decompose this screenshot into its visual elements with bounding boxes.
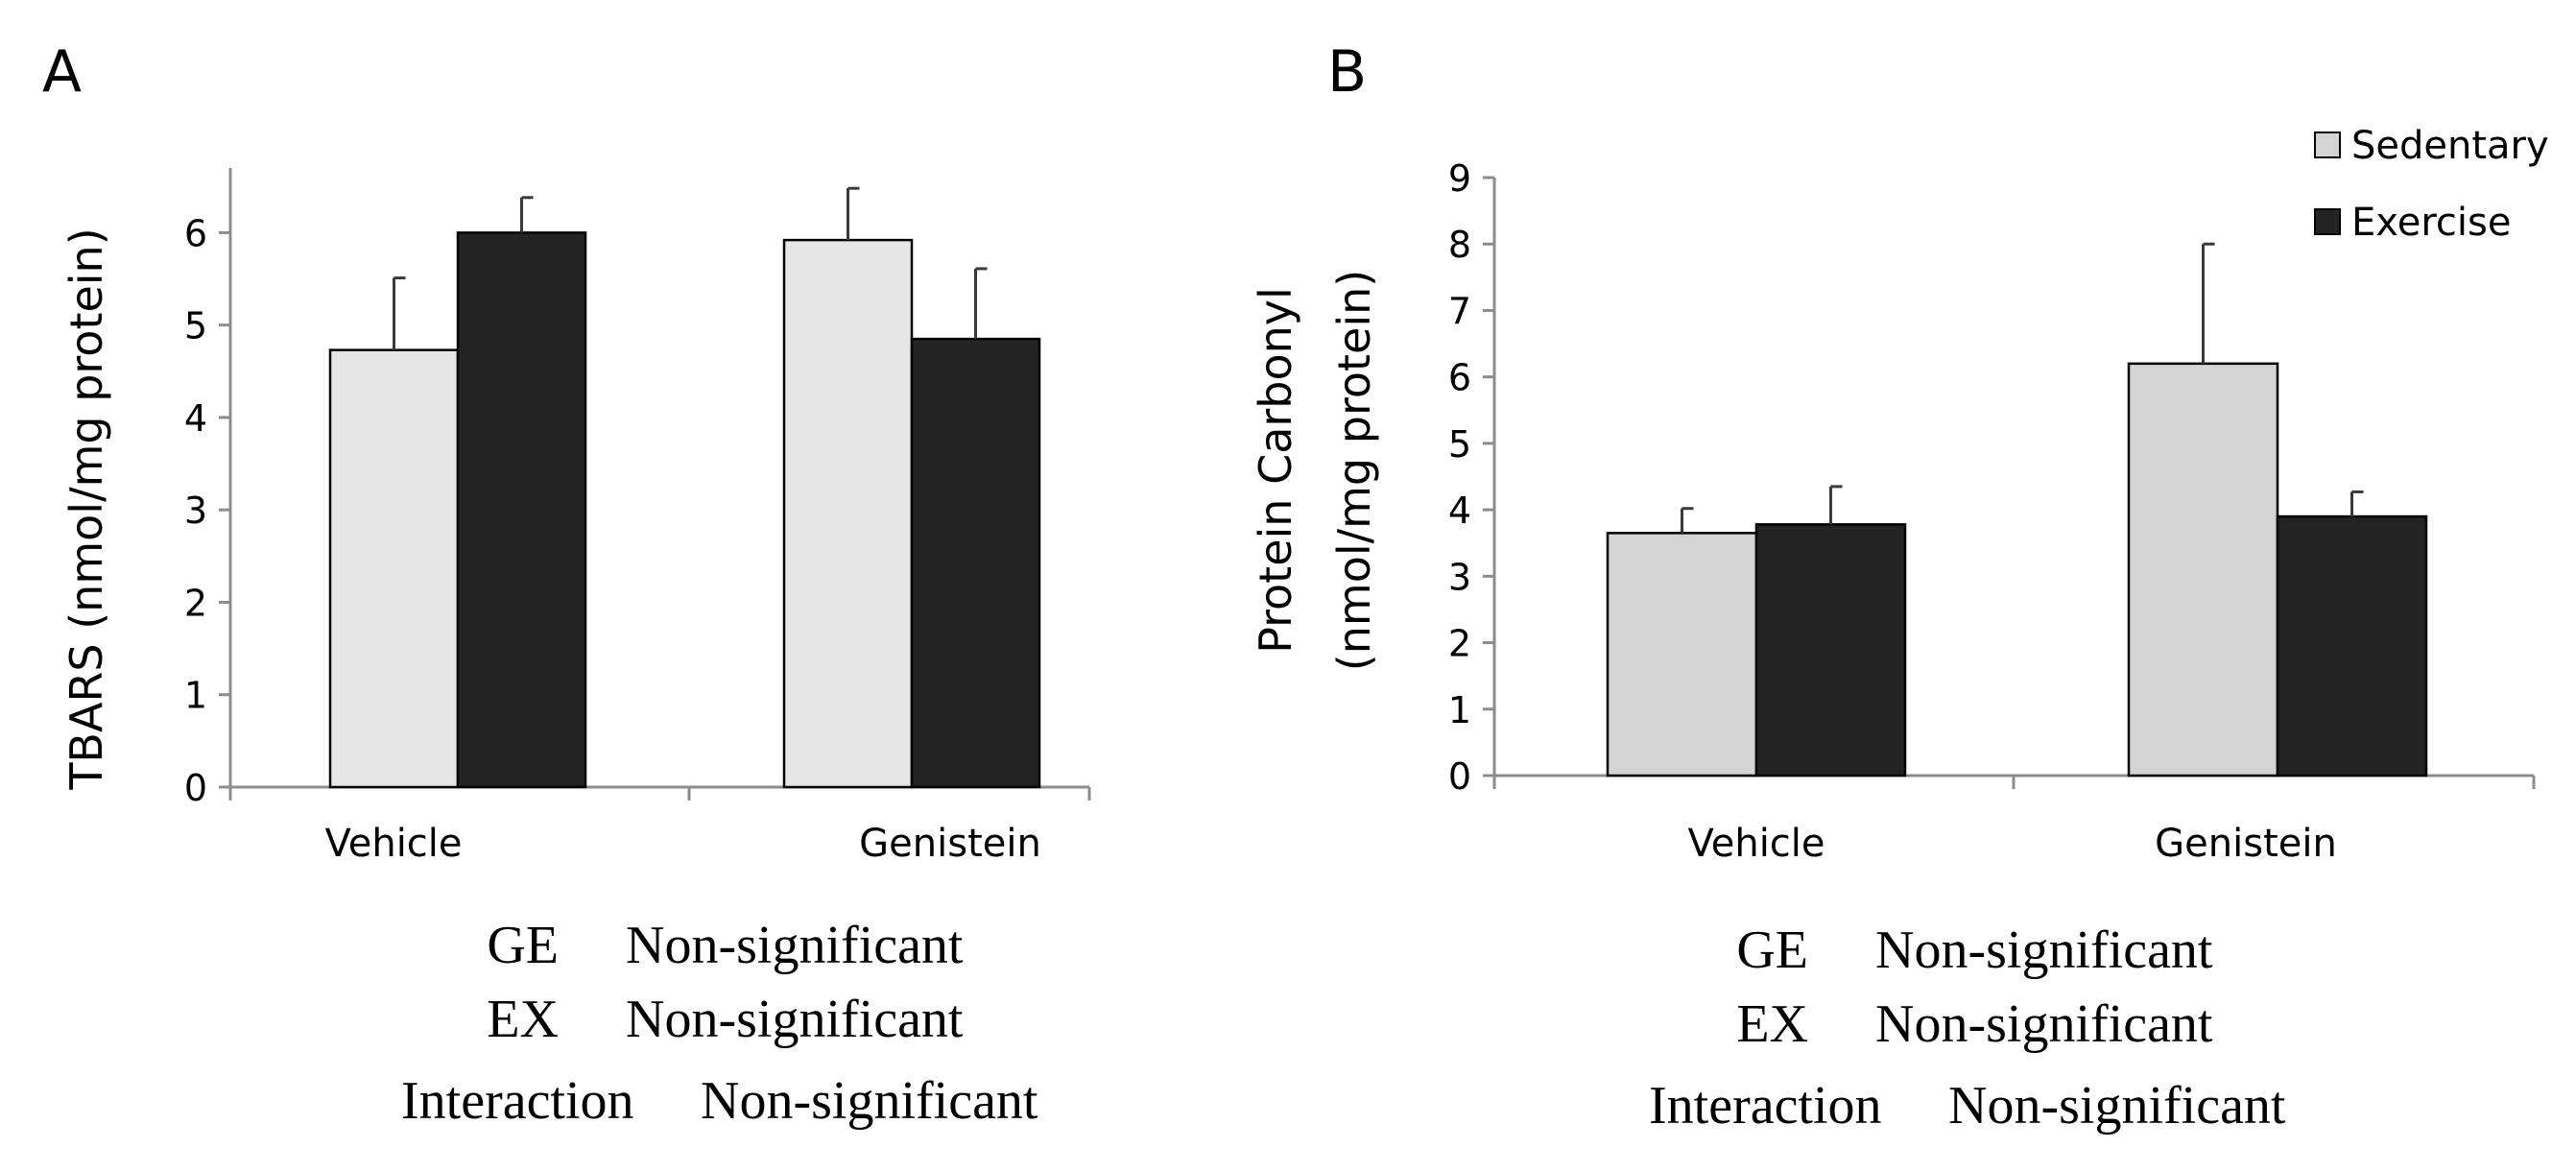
panel-b-y-ticks: 0 1 2 3 4 5 6 7 8 9: [1448, 157, 1494, 798]
panel-a-bar-sedentary-vehicle: [328, 348, 460, 789]
panel-b-category-label-genistein: Genistein: [2155, 822, 2337, 866]
panel-b-y-axis-label-line1: Protein Carbonyl: [1250, 287, 1301, 654]
panel-a-stat-interaction-value: Non-significant: [701, 1071, 1038, 1131]
panel-b-bar-exercise-genistein: [2276, 514, 2428, 777]
panel-b-stat-ge-value: Non-significant: [1875, 921, 2213, 980]
panel-a-ytick-label-4: 4: [184, 397, 207, 440]
panel-b-stat-ge-label: GE: [1736, 921, 1808, 980]
panel-b-y-axis-label-line2: (nmol/mg protein): [1328, 270, 1380, 671]
panel-b-ytick-label-1: 1: [1448, 689, 1471, 731]
panel-a: A TBARS (nmol/mg protein) 0 1 2 3 4 5 6 Vehicl…: [42, 38, 1091, 1131]
panel-b-ytick-label-6: 6: [1448, 357, 1471, 399]
panel-a-stat-ge-label: GE: [487, 916, 559, 975]
panel-a-label: A: [42, 38, 82, 106]
panel-b-stat-ex-value: Non-significant: [1875, 994, 2213, 1054]
panel-a-x-ticks: Vehicle Genistein: [228, 787, 1091, 866]
panel-a-bars: [328, 231, 1041, 789]
panel-a-ytick-label-6: 6: [184, 212, 207, 254]
panel-a-ytick-label-2: 2: [184, 582, 207, 624]
panel-b-bar-sedentary-vehicle: [1606, 532, 1758, 777]
panel-b-legend: Sedentary Exercise: [2314, 124, 2549, 245]
legend-swatch-exercise: [2314, 208, 2341, 235]
panel-b: B Protein Carbonyl (nmol/mg protein) 0 1 2…: [1250, 38, 2549, 1136]
panel-a-stats: GE Non-significant EX Non-significant In…: [401, 916, 1038, 1131]
panel-a-y-ticks: 0 1 2 3 4 5 6: [184, 212, 230, 809]
legend-label-sedentary: Sedentary: [2351, 124, 2549, 168]
panel-b-ytick-label-2: 2: [1448, 623, 1471, 665]
panel-a-ytick-label-0: 0: [184, 767, 207, 809]
panel-b-error-bars: [1681, 242, 2364, 534]
panel-b-stat-interaction-value: Non-significant: [1948, 1076, 2286, 1136]
panel-a-error-bars: [393, 186, 988, 350]
panel-a-category-label-vehicle: Vehicle: [324, 822, 462, 866]
panel-a-bar-exercise-vehicle: [456, 231, 587, 789]
panel-b-stat-ex-label: EX: [1736, 994, 1808, 1054]
panel-a-stat-interaction-label: Interaction: [401, 1071, 634, 1131]
panel-a-plot: 0 1 2 3 4 5 6 Vehicle Genistein: [184, 168, 1091, 866]
panel-a-stat-ex-label: EX: [487, 990, 559, 1049]
panel-a-ytick-label-3: 3: [184, 490, 207, 532]
panel-b-category-label-vehicle: Vehicle: [1687, 822, 1825, 866]
panel-b-x-ticks: Vehicle Genistein: [1492, 776, 2536, 866]
panel-a-ytick-label-1: 1: [184, 675, 207, 717]
panel-a-bar-sedentary-genistein: [782, 238, 914, 789]
panel-b-ytick-label-4: 4: [1448, 490, 1471, 532]
panel-b-ytick-label-0: 0: [1448, 755, 1471, 798]
panel-b-bar-sedentary-genistein: [2127, 362, 2279, 777]
legend-swatch-sedentary: [2314, 132, 2341, 158]
panel-b-bars: [1606, 362, 2428, 777]
panel-a-ytick-label-5: 5: [184, 305, 207, 347]
panel-a-category-label-genistein: Genistein: [859, 822, 1041, 866]
panel-b-ytick-label-8: 8: [1448, 224, 1471, 266]
panel-b-stats: GE Non-significant EX Non-significant In…: [1649, 921, 2286, 1136]
panel-b-label: B: [1327, 38, 1367, 106]
legend-label-exercise: Exercise: [2351, 201, 2511, 245]
panel-a-stat-ex-value: Non-significant: [626, 990, 964, 1049]
panel-b-ytick-label-9: 9: [1448, 157, 1471, 200]
panel-a-y-axis-label: TBARS (nmol/mg protein): [60, 227, 112, 790]
panel-b-ytick-label-3: 3: [1448, 556, 1471, 598]
panel-a-stat-ge-value: Non-significant: [626, 916, 964, 975]
panel-b-bar-exercise-vehicle: [1754, 523, 1907, 777]
panel-b-ytick-label-5: 5: [1448, 423, 1471, 466]
panel-b-stat-interaction-label: Interaction: [1649, 1076, 1882, 1136]
panel-a-bar-exercise-genistein: [910, 337, 1041, 789]
panel-b-ytick-label-7: 7: [1448, 290, 1471, 332]
panel-b-plot: 0 1 2 3 4 5 6 7 8 9 Vehicle Genistein: [1448, 157, 2536, 866]
